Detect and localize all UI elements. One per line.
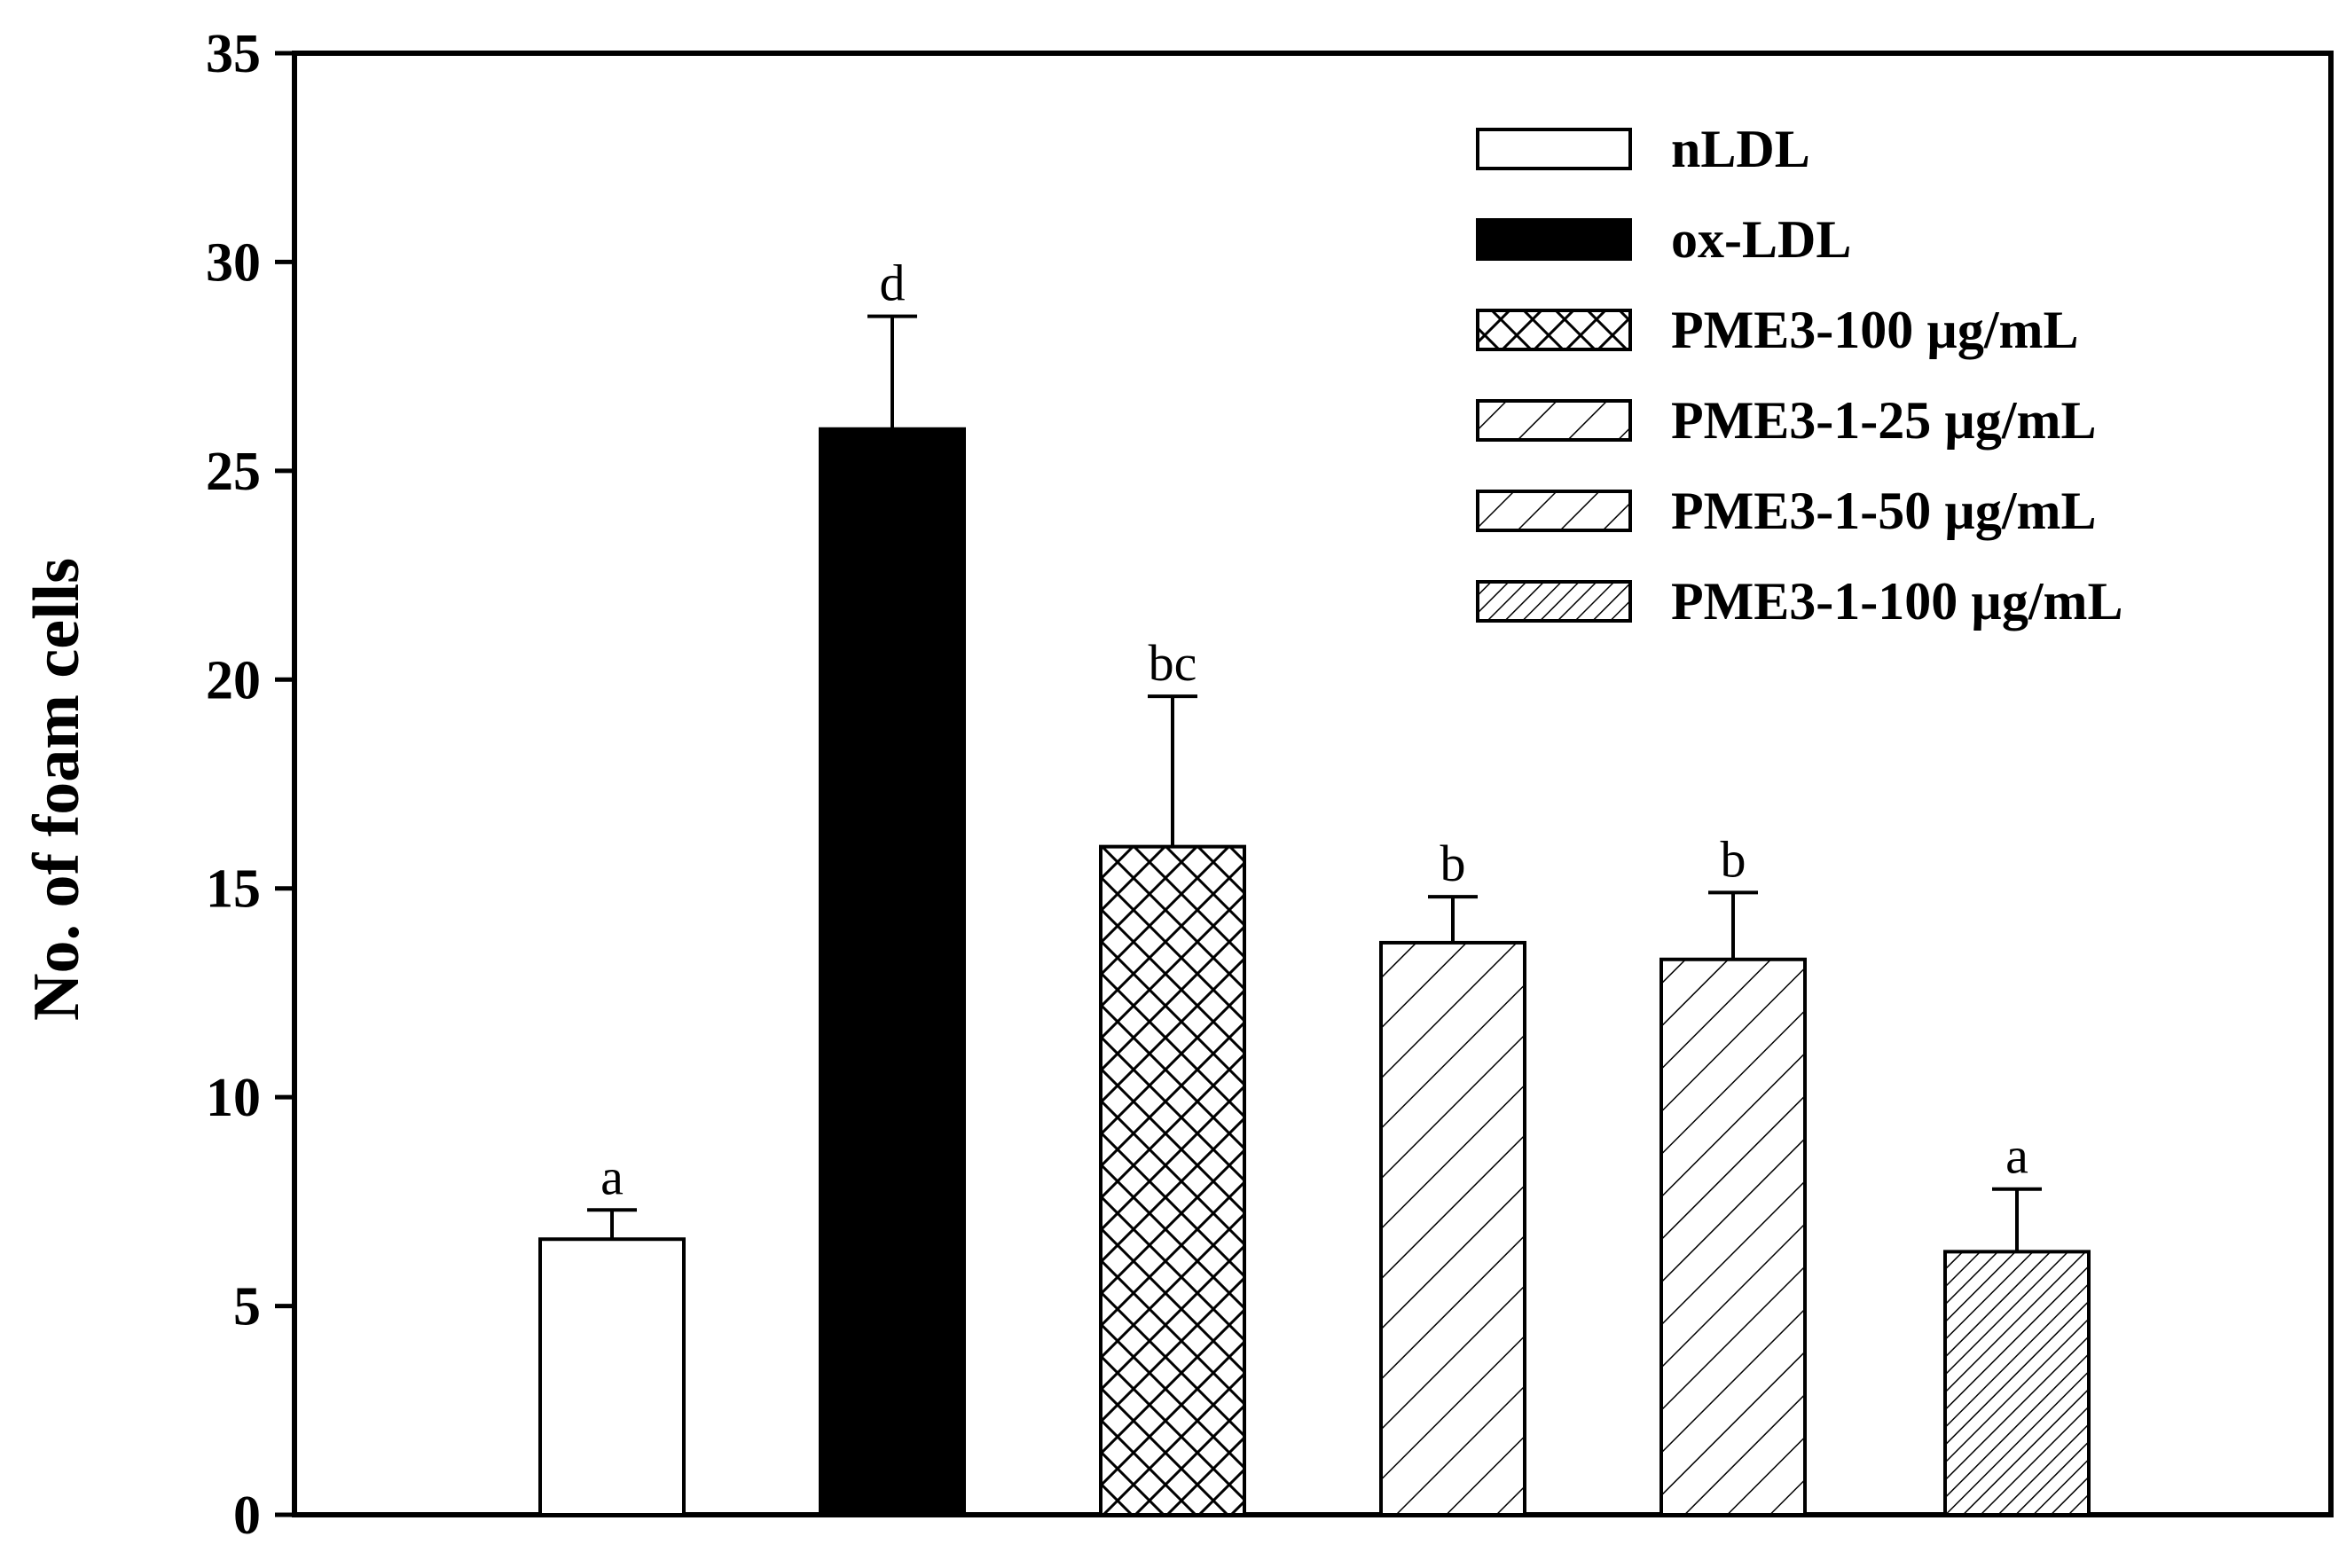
bar [1659, 957, 1807, 1517]
bar [1379, 940, 1526, 1517]
y-tick-label: 10 [206, 1068, 261, 1128]
y-tick-label: 25 [206, 442, 261, 502]
significance-letter: b [1721, 830, 1746, 888]
legend-swatch [1476, 399, 1632, 442]
legend-swatch [1476, 128, 1632, 170]
plot-frame [292, 51, 2334, 1517]
significance-letter: bc [1149, 634, 1197, 692]
bar [538, 1237, 686, 1517]
legend-label: nLDL [1671, 120, 1810, 178]
legend-swatch [1476, 218, 1632, 261]
y-tick-label: 30 [206, 232, 261, 293]
bar [1099, 844, 1246, 1517]
y-tick-label: 5 [233, 1277, 261, 1337]
significance-letter: d [880, 255, 906, 312]
legend-label: PME3-1-25 µg/mL [1671, 391, 2097, 450]
y-tick-label: 20 [206, 650, 261, 710]
y-tick-label: 35 [206, 24, 261, 84]
legend-swatch [1476, 490, 1632, 532]
significance-letter: b [1440, 835, 1466, 892]
y-tick-label: 15 [206, 859, 261, 920]
legend-label: PME3-1-100 µg/mL [1671, 572, 2123, 631]
legend-label: PME3-100 µg/mL [1671, 301, 2079, 359]
bar [1943, 1250, 2091, 1517]
significance-letter: a [2005, 1127, 2028, 1185]
y-axis-title: No. of foam cells [20, 558, 93, 1021]
significance-letter: a [600, 1148, 624, 1205]
bar [819, 427, 966, 1517]
legend-swatch [1476, 309, 1632, 351]
legend-swatch [1476, 580, 1632, 623]
legend-label: PME3-1-50 µg/mL [1671, 482, 2097, 540]
y-tick-label: 0 [233, 1486, 261, 1546]
legend-label: ox-LDL [1671, 210, 1851, 269]
